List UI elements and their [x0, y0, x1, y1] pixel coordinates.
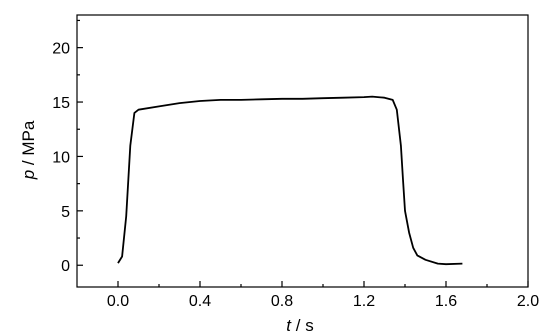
pressure-curve — [117, 95, 463, 266]
tick-labels: 0.0 0.4 0.8 1.2 1.6 2.0 0 5 10 15 20 — [52, 41, 539, 310]
tick-marks — [77, 19, 529, 287]
y-tick-label: 15 — [52, 95, 70, 112]
x-axis-title: t / s — [286, 316, 313, 334]
y-tick-label: 0 — [61, 258, 70, 275]
y-tick-label: 20 — [52, 41, 70, 58]
x-tick-label: 1.2 — [353, 293, 375, 310]
y-tick-label: 10 — [52, 149, 70, 166]
y-tick-label: 5 — [61, 204, 70, 221]
x-tick-label: 0.4 — [189, 293, 211, 310]
x-tick-label: 0.0 — [107, 293, 129, 310]
x-tick-label: 1.6 — [435, 293, 457, 310]
y-axis-title: p / MPa — [19, 120, 38, 180]
plot-frame — [76, 14, 529, 288]
x-tick-label: 2.0 — [517, 293, 539, 310]
x-tick-label: 0.8 — [271, 293, 293, 310]
